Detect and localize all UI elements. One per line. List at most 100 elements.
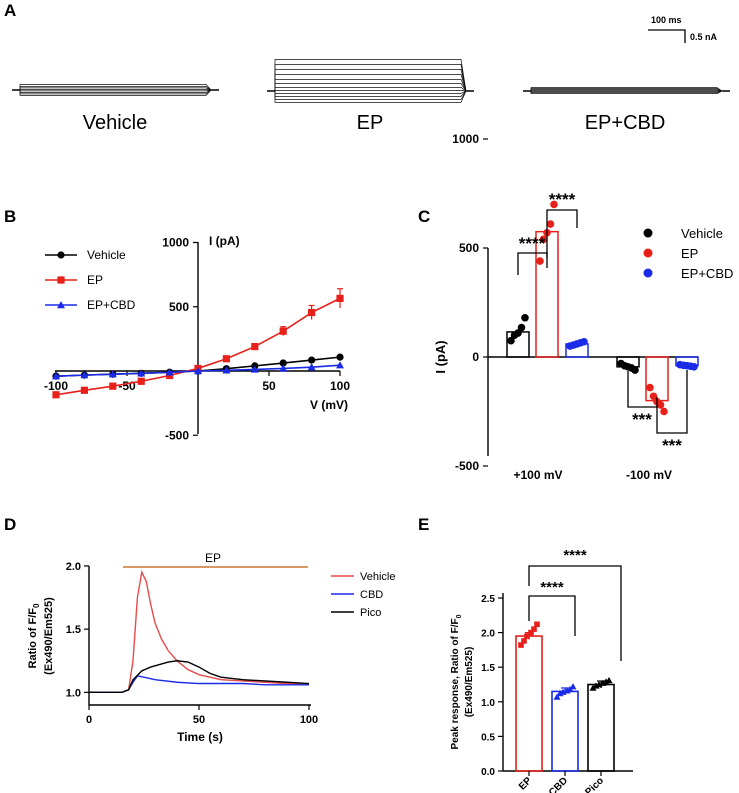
data-point — [660, 407, 668, 416]
current-trace — [530, 87, 723, 92]
y-tick-label: 1.5 — [481, 663, 495, 674]
significance-annotations: **** **** — [528, 547, 622, 661]
data-point — [251, 342, 259, 351]
y-tick-label: 1000 — [452, 132, 479, 146]
data-point — [534, 621, 540, 628]
x-tick-label: EP+Pico — [570, 775, 606, 793]
ep-application-label: EP — [205, 551, 221, 565]
current-trace — [274, 90, 467, 94]
data-point — [521, 313, 529, 322]
scale-bar-current-label: 0.5 nA — [690, 32, 718, 42]
significance-label: **** — [563, 547, 587, 564]
significance-bracket — [517, 252, 548, 275]
y-tick-label: 0.5 — [481, 732, 495, 743]
bar — [587, 683, 615, 772]
data-point — [109, 382, 117, 390]
data-point — [536, 257, 544, 265]
data-point — [580, 337, 588, 346]
data-point — [108, 370, 117, 378]
data-point — [336, 361, 344, 369]
significance-label: *** — [662, 436, 682, 455]
legend-label: Vehicle — [87, 248, 126, 262]
significance-bracket — [528, 595, 576, 636]
y-axis-label: I (pA) — [209, 234, 240, 248]
legend-label: EP+CBD — [87, 298, 136, 312]
data-point — [279, 364, 288, 372]
data-point — [517, 323, 526, 332]
panel-b-iv-curve: -100 -50 50 100 -500 500 1000 I (pA) V (mV) Ve… — [44, 234, 350, 442]
y-tick-label: 500 — [459, 241, 479, 255]
data-point — [80, 371, 89, 379]
legend-label: Vehicle — [360, 571, 395, 583]
trace-label-ep-cbd: EP+CBD — [585, 112, 666, 134]
data-point — [80, 386, 88, 394]
legend-marker — [643, 228, 653, 238]
legend: Vehicle CBD Pico — [331, 571, 395, 619]
significance-label: **** — [549, 190, 576, 209]
y-tick-label: 500 — [169, 300, 189, 314]
current-trace — [19, 86, 212, 91]
x-tick-label: -100 — [44, 379, 68, 393]
y-axis-label-units: (Ex490/Em525) — [43, 597, 55, 675]
data-point — [308, 356, 316, 364]
panel-label-b: B — [4, 207, 16, 226]
y-tick-label: 2.0 — [66, 561, 81, 573]
current-trace — [274, 83, 467, 92]
y-tick-label: 2.0 — [481, 629, 495, 640]
data-point — [656, 401, 665, 409]
current-trace — [274, 69, 467, 92]
current-trace — [274, 79, 467, 92]
data-point — [531, 626, 537, 632]
significance-bracket — [656, 370, 688, 434]
data-point — [336, 294, 344, 302]
data-point — [605, 676, 613, 684]
x-axis-label: Time (s) — [177, 730, 223, 744]
current-trace — [19, 87, 212, 91]
x-tick-label: -50 — [118, 379, 136, 393]
data-point — [222, 366, 231, 374]
legend-label: EP — [87, 273, 103, 287]
data-point — [649, 392, 658, 401]
legend-marker — [643, 248, 653, 258]
y-tick-label: 1000 — [162, 236, 189, 250]
data-point — [279, 359, 287, 367]
data-point — [137, 369, 146, 377]
x-tick-label: 100 — [300, 714, 318, 726]
x-tick-label: EP — [517, 775, 534, 792]
panel-d-calcium-trace: EP 0 50 100 1.0 1.5 2.0 Ratio of F/F0 (Ex490/… — [27, 551, 395, 744]
significance-bracket — [528, 565, 622, 661]
significance-label: *** — [632, 410, 652, 429]
y-tick-label: 1.0 — [66, 687, 81, 699]
data-point — [589, 684, 597, 691]
current-trace — [530, 90, 723, 93]
y-tick-label: 1.5 — [66, 624, 81, 636]
data-point — [550, 200, 558, 209]
data-point — [528, 629, 534, 636]
traces-vehicle — [12, 84, 219, 96]
significance-annotations: ************** — [517, 190, 688, 455]
panel-label-d: D — [4, 515, 16, 534]
data-point — [336, 353, 344, 361]
legend-marker — [643, 268, 653, 278]
data-point — [539, 235, 548, 244]
y-tick-label: 0.0 — [481, 767, 495, 778]
current-trace — [274, 59, 467, 92]
trace-label-vehicle: Vehicle — [83, 112, 148, 134]
significance-bracket — [546, 209, 578, 258]
series-line-cbd — [89, 675, 309, 694]
current-trace — [19, 89, 212, 96]
data-point — [521, 638, 527, 644]
significance-label: **** — [540, 579, 564, 596]
x-tick-label: EP+CBD — [533, 775, 570, 793]
x-axis-label: V (mV) — [310, 398, 348, 412]
y-axis-label-units: (Ex490/Em525) — [464, 647, 475, 718]
current-trace — [530, 90, 723, 92]
data-point — [546, 220, 555, 228]
traces-ep-cbd — [523, 87, 730, 94]
series-line-pico — [89, 660, 310, 694]
data-point — [631, 366, 639, 374]
current-trace — [274, 90, 467, 97]
current-trace — [274, 90, 467, 100]
current-trace — [19, 89, 212, 92]
